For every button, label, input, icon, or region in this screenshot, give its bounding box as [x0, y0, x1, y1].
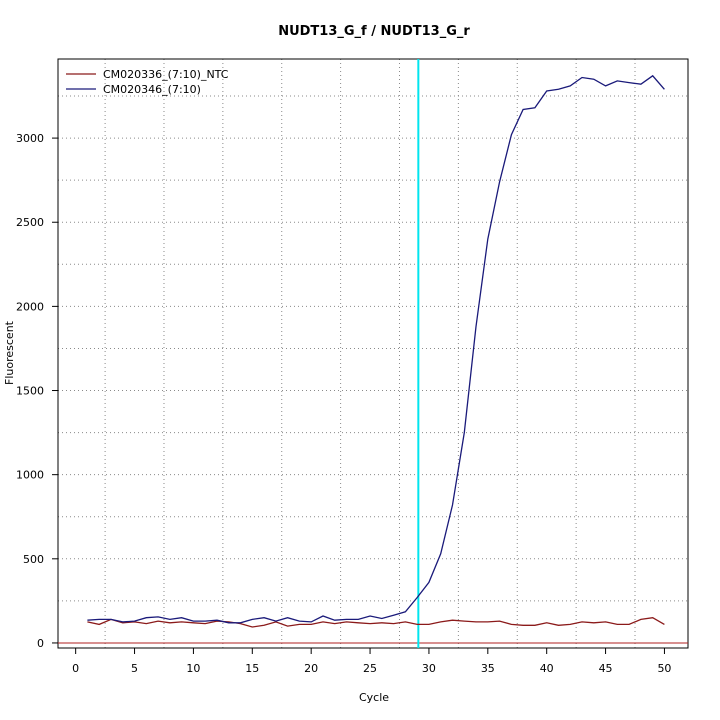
legend-label: CM020336_(7:10)_NTC	[103, 68, 229, 81]
y-tick-label: 500	[23, 553, 44, 566]
y-axis-label: Fluorescent	[3, 320, 16, 385]
threshold-layer	[58, 59, 688, 648]
x-tick-label: 15	[245, 662, 259, 675]
legend-label: CM020346_(7:10)	[103, 83, 201, 96]
x-tick-label: 40	[540, 662, 554, 675]
y-tick-label: 0	[37, 637, 44, 650]
x-axis-label: Cycle	[359, 691, 389, 704]
y-tick-label: 2500	[16, 216, 44, 229]
x-tick-label: 45	[599, 662, 613, 675]
y-axis: 0 500 1000 1500 2000 2500 3000	[16, 132, 58, 650]
y-tick-label: 2000	[16, 300, 44, 313]
y-tick-label: 1500	[16, 385, 44, 398]
plot-frame	[57, 58, 689, 649]
legend: CM020336_(7:10)_NTC CM020346_(7:10)	[66, 68, 229, 96]
x-tick-label: 5	[131, 662, 138, 675]
chart-title: NUDT13_G_f / NUDT13_G_r	[278, 24, 470, 39]
series-line-sample	[87, 74, 665, 624]
series-layer	[87, 74, 665, 628]
x-tick-label: 0	[72, 662, 79, 675]
series-line-ntc	[87, 617, 665, 628]
x-tick-label: 25	[363, 662, 377, 675]
y-tick-label: 1000	[16, 469, 44, 482]
grid-lines	[58, 59, 688, 648]
y-tick-label: 3000	[16, 132, 44, 145]
x-tick-label: 30	[422, 662, 436, 675]
x-tick-label: 50	[657, 662, 671, 675]
x-tick-label: 35	[481, 662, 495, 675]
x-tick-label: 10	[186, 662, 200, 675]
x-axis: 0 5 10 15 20 25 30 35 40 45 50	[72, 648, 671, 675]
x-tick-label: 20	[304, 662, 318, 675]
